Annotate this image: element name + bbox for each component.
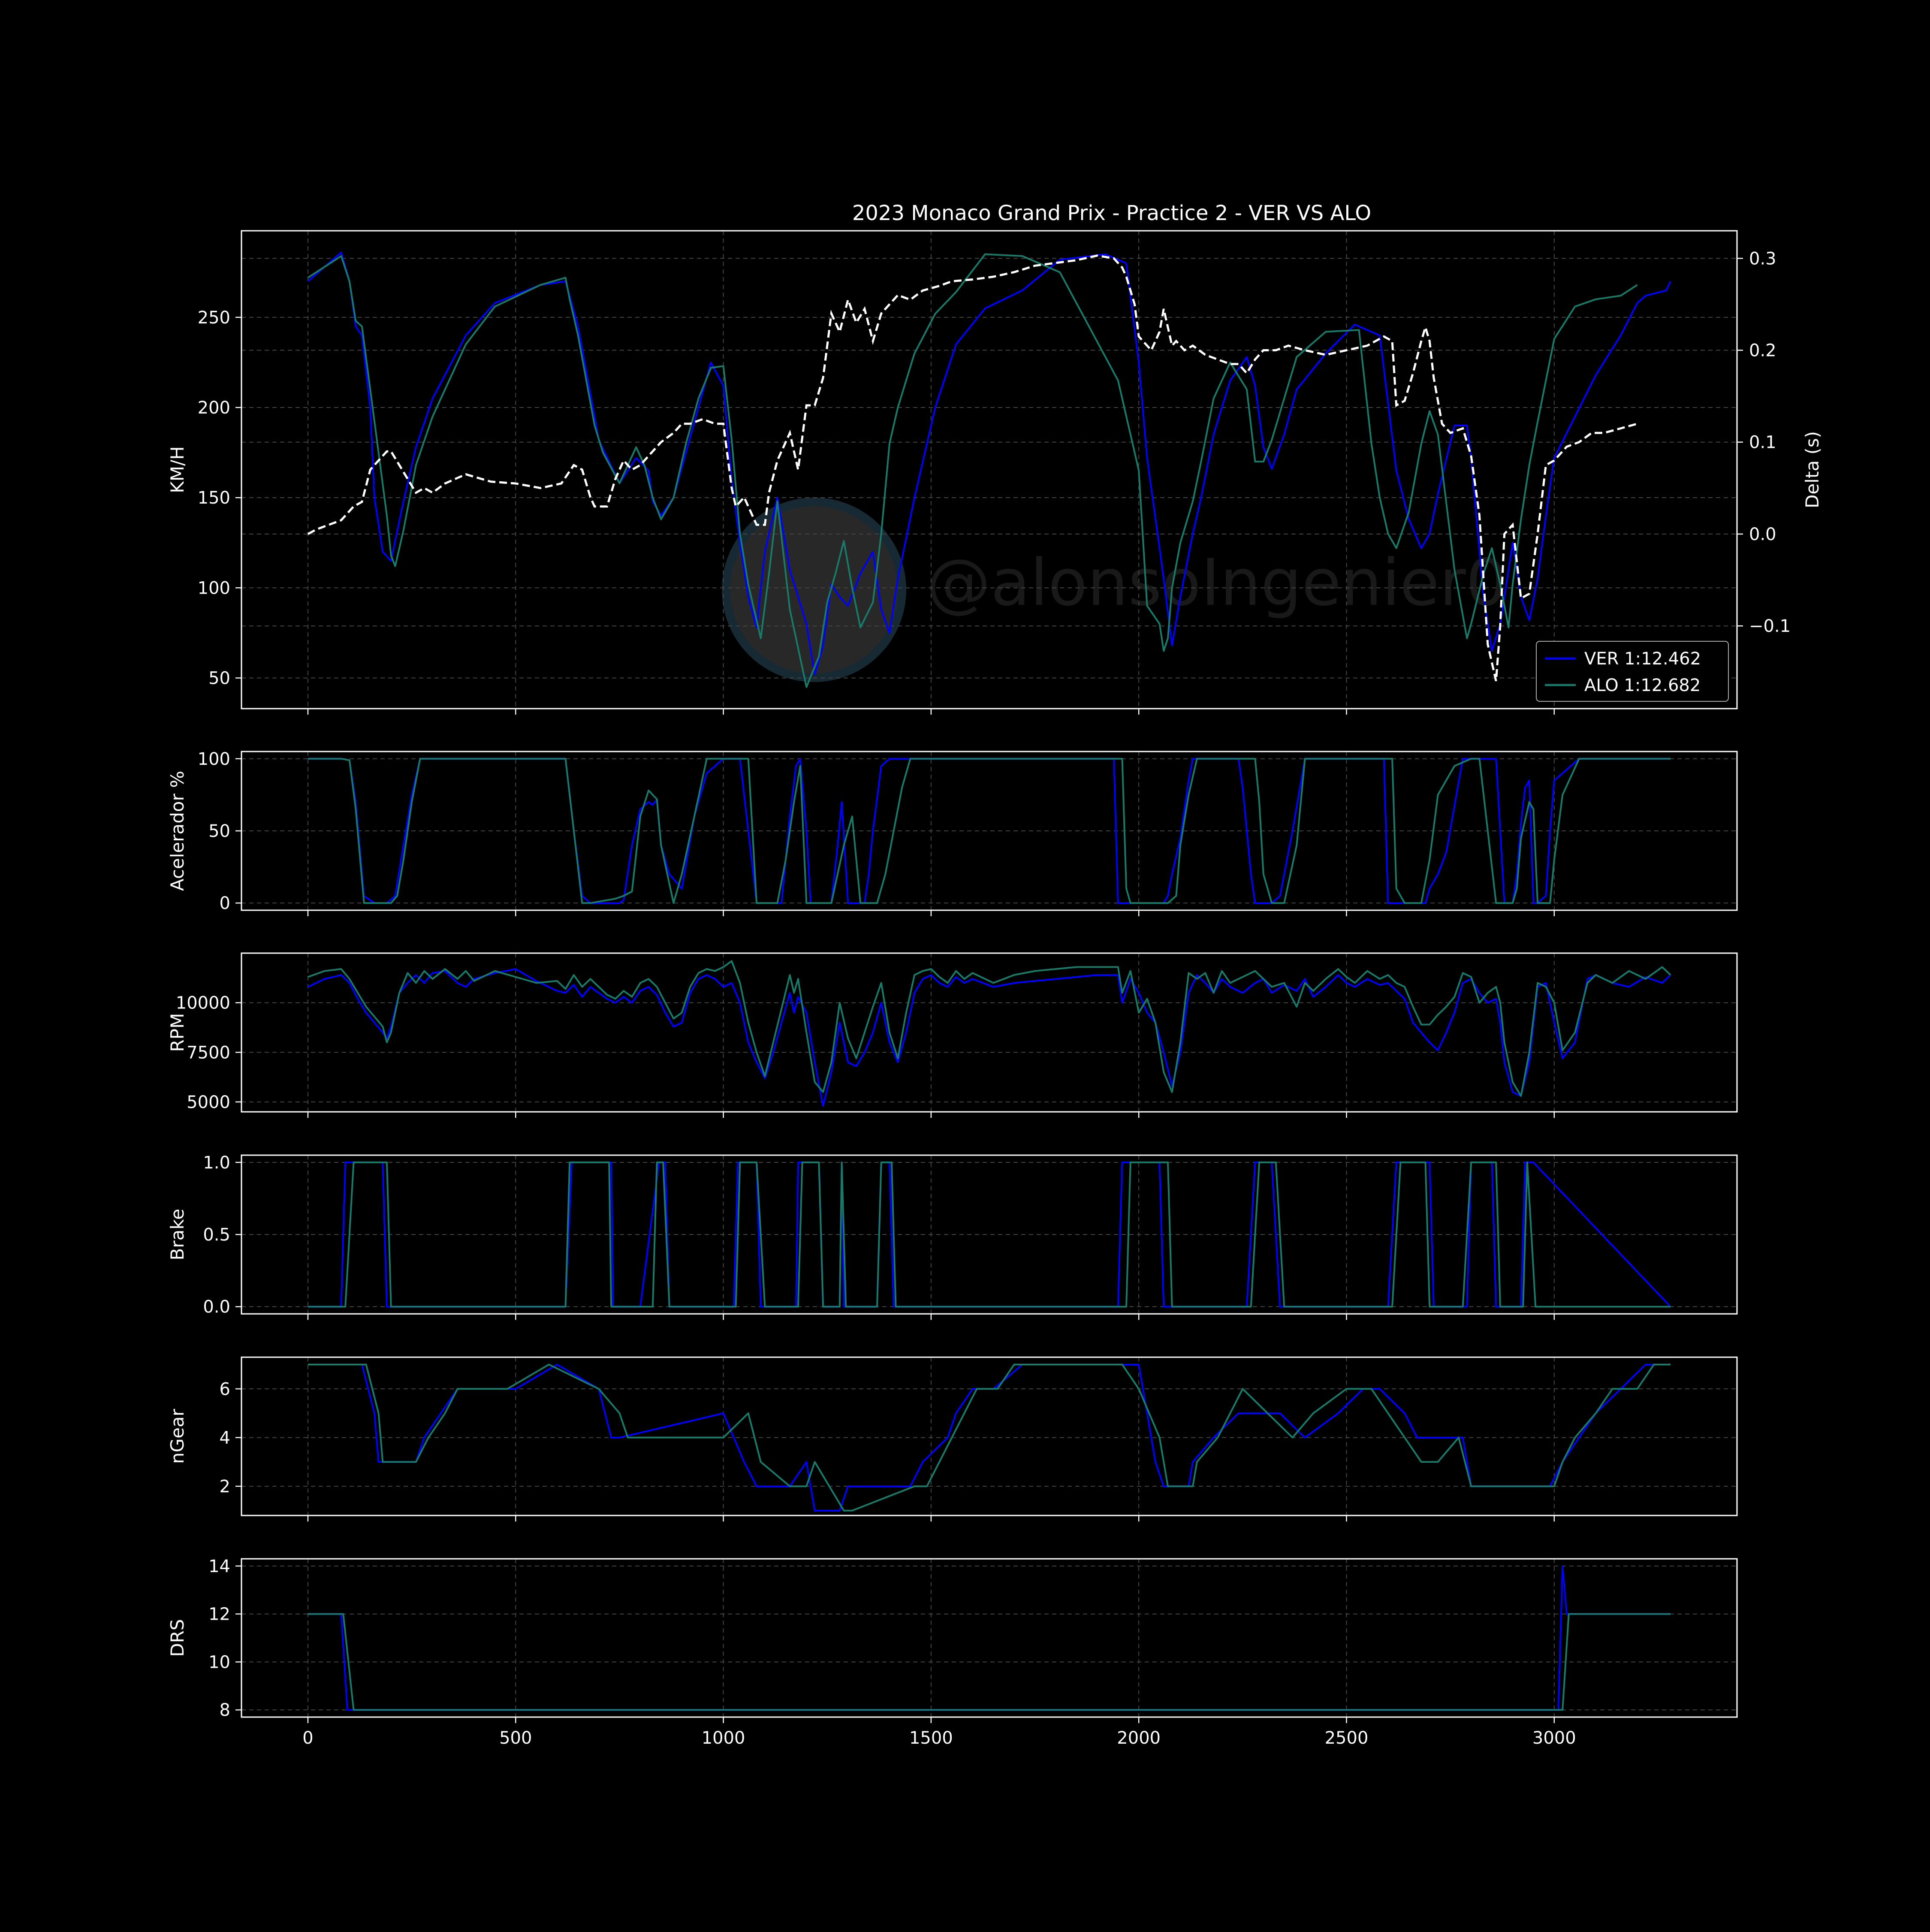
panel-frame [241,952,1738,1113]
series-line-alo [308,758,1671,904]
y-tick-label: 0 [220,894,230,913]
y-tick-label: 250 [198,308,230,328]
y-tick-label: 0.0 [203,1297,230,1317]
legend-label: VER 1:12.462 [1584,649,1701,669]
series-group [308,758,1671,904]
y2-tick-label: 0.3 [1749,249,1776,269]
y-tick-label: 100 [198,749,230,769]
legend: VER 1:12.462 ALO 1:12.682 [1536,641,1729,702]
watermark-logo-inner [730,506,898,673]
y-tick-label: 6 [220,1380,230,1399]
y-tick-label: 12 [208,1605,230,1624]
series-line-delta [307,254,1638,682]
y-tick-label: 200 [198,398,230,418]
panel-brake: 0.0 0.5 1.0 Brake [167,1153,1738,1320]
legend-box [1536,641,1729,702]
panel-gear: 2 4 6 nGear [167,1356,1738,1521]
y-axis-label: Acelerador % [167,771,188,891]
y-tick-label: 1.0 [203,1153,230,1173]
y-tick-label: 50 [208,821,230,841]
y-tick-label: 10 [208,1652,230,1672]
series-line-alo [307,253,1638,688]
y-tick-label: 50 [208,669,230,688]
y-tick-label: 14 [208,1557,230,1576]
y-axis-label: KM/H [167,446,188,493]
panel-throttle: 0 50 100 Acelerador % [167,749,1738,916]
panel-frame [241,1558,1738,1718]
x-tick-label: 0 [302,1728,313,1748]
y-tick-label: 2 [220,1477,230,1497]
y-axis-label: Brake [167,1209,188,1260]
y-tick-label: 100 [198,578,230,598]
series-group [307,251,1671,688]
panel-frame [241,230,1738,709]
y-tick-label: 0.5 [203,1225,230,1245]
series-line-alo [308,1161,1671,1308]
y-tick-label: 10000 [176,993,230,1013]
panel-drs: 8 10 12 14 0 500 1000 1500 2000 2500 3000 DRS [167,1557,1738,1748]
y-tick-label: 5000 [187,1093,230,1112]
series-line-alo [308,1613,1671,1711]
panel-speed: 50 100 150 200 250 KM/H −0.1 0.0 0.1 0.2 0.3 Delta … [167,230,1823,715]
legend-label: ALO 1:12.682 [1584,676,1701,695]
x-tick-label: 1000 [702,1728,745,1748]
series-group [308,1161,1671,1308]
y-tick-label: 4 [220,1428,230,1448]
x-tick-label: 2000 [1117,1728,1161,1748]
x-tick-label: 2500 [1325,1728,1369,1748]
y2-tick-label: −0.1 [1749,616,1791,636]
series-group [308,1565,1671,1711]
y-tick-label: 8 [220,1700,230,1720]
x-tick-label: 3000 [1532,1728,1576,1748]
series-line-ver [308,1364,1671,1512]
series-line-alo [308,1364,1671,1512]
x-tick-label: 500 [499,1728,532,1748]
watermark-handle: @alonsoIngenier0 [926,546,1507,620]
y2-axis-label: Delta (s) [1802,431,1823,508]
panel-frame [241,1356,1738,1516]
y-tick-label: 7500 [187,1043,230,1063]
y-tick-label: 150 [198,488,230,508]
y2-tick-label: 0.0 [1749,525,1776,544]
panel-frame [241,1154,1738,1315]
series-group [308,1364,1671,1512]
y-axis-label: nGear [167,1409,188,1464]
chart-title: 2023 Monaco Grand Prix - Practice 2 - VE… [852,201,1371,225]
y-axis-label: RPM [167,1013,188,1052]
panels-container: 50100150200250KM/H−0.10.00.10.20.3Delta … [167,230,1823,1748]
series-line-alo [308,960,1671,1097]
series-line-ver [308,968,1671,1107]
series-line-ver [307,251,1671,676]
panel-frame [241,751,1738,911]
y2-tick-label: 0.2 [1749,341,1776,361]
y-axis-label: DRS [167,1619,188,1657]
series-group [308,960,1671,1107]
x-tick-label: 1500 [909,1728,953,1748]
y2-tick-label: 0.1 [1749,433,1776,453]
